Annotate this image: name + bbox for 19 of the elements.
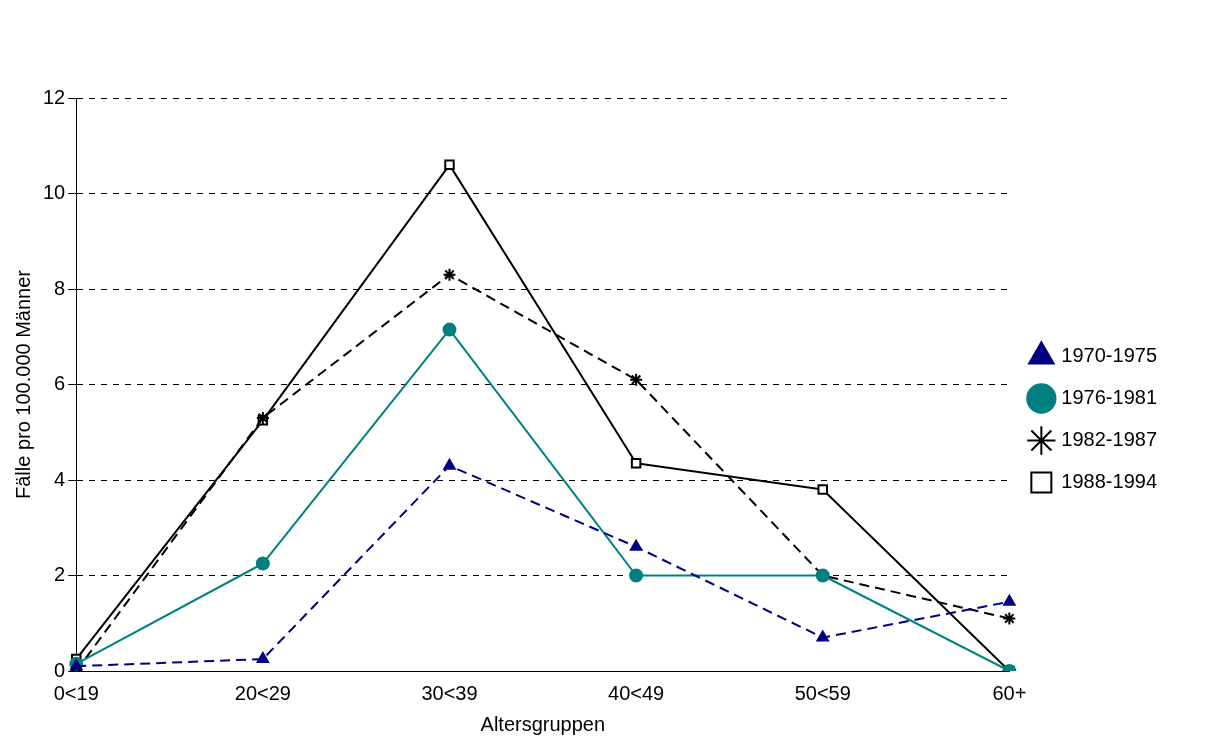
x-tick-label: 20<29 [234,681,291,704]
x-tick-label: 30<39 [421,681,478,704]
legend-label: 1970-1975 [1061,344,1158,367]
x-tick-label: 60+ [992,681,1027,704]
legend-label: 1976-1981 [1061,386,1158,409]
y-tick-label: 6 [54,372,66,395]
y-tick-label: 0 [54,658,66,681]
y-tick-label: 2 [54,563,66,586]
legend-label: 1988-1994 [1061,470,1158,493]
x-axis-title: Altersgruppen [480,712,606,735]
y-tick-label: 12 [43,85,66,108]
legend-label: 1982-1987 [1061,428,1158,451]
y-tick-label: 4 [54,467,66,490]
x-tick-label: 0<19 [53,681,99,704]
y-axis-title: Fälle pro 100.000 Männer [11,269,34,500]
x-tick-label: 40<49 [608,681,665,704]
y-tick-label: 8 [54,276,66,299]
x-tick-label: 50<59 [794,681,851,704]
y-tick-label: 10 [43,181,66,204]
